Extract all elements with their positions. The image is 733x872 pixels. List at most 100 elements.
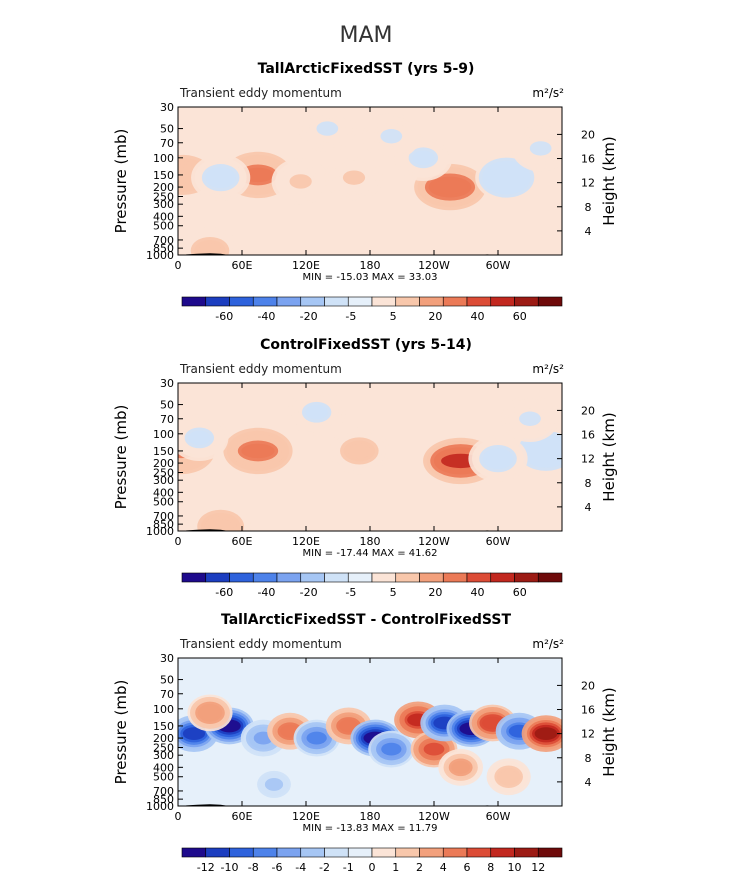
x-tick-label: 60W [486, 535, 511, 548]
plot-area [178, 658, 562, 806]
colorbar-label: -4 [295, 861, 306, 872]
height-tick-label: 4 [585, 501, 592, 514]
field-contour [338, 719, 359, 733]
colorbar-label: -6 [272, 861, 283, 872]
y-tick-label: 850 [153, 793, 174, 806]
plot-area [178, 383, 562, 531]
plot-area [178, 107, 562, 255]
colorbar-swatch [205, 572, 230, 583]
y-tick-label: 300 [153, 474, 174, 487]
colorbar-swatch [514, 847, 539, 858]
y-tick-label: 700 [153, 510, 174, 523]
height-tick-label: 16 [581, 429, 595, 442]
colorbar-swatch [181, 572, 207, 583]
colorbar-swatch [347, 847, 373, 858]
field-contour [200, 706, 220, 720]
height-tick-label: 20 [581, 128, 595, 141]
height-tick-label: 12 [581, 453, 595, 466]
y-tick-label: 70 [160, 413, 174, 426]
y-tick-label: 200 [153, 181, 174, 194]
x-tick-label: 60E [232, 810, 253, 823]
y-tick-label: 100 [153, 428, 174, 441]
field-contour [451, 760, 471, 774]
colorbar-swatch [514, 572, 539, 583]
colorbar-swatch [324, 847, 349, 858]
colorbar-label: 5 [390, 586, 397, 599]
y-tick-label: 850 [153, 518, 174, 531]
y-tick-label: 30 [160, 101, 174, 114]
y-tick-label: 1000 [146, 525, 174, 538]
field-contour [289, 174, 312, 189]
field-contour [534, 727, 558, 741]
y-axis-title-right: Height (km) [600, 687, 618, 776]
x-tick-label: 180 [360, 259, 381, 272]
height-tick-label: 8 [585, 752, 592, 765]
x-tick-label: 60W [486, 259, 511, 272]
colorbar-label: -40 [257, 586, 275, 599]
units-label: m²/s² [532, 86, 564, 100]
colorbar-label: 20 [428, 310, 442, 323]
height-tick-label: 20 [581, 404, 595, 417]
season-title: MAM [339, 23, 392, 48]
colorbar-swatch [395, 847, 420, 858]
field-contour [188, 430, 211, 446]
field-contour [306, 731, 327, 745]
colorbar-label: -5 [345, 586, 356, 599]
chart-panel-3: TallArcticFixedSST - ControlFixedSST Tran… [112, 612, 618, 872]
colorbar-swatch [466, 847, 492, 858]
panel-subtitle: Transient eddy momentum [179, 86, 342, 100]
colorbar-swatch [300, 847, 325, 858]
x-tick-label: 0 [175, 810, 182, 823]
colorbar-swatch [371, 572, 397, 583]
min-max-stats: MIN = -13.83 MAX = 11.79 [303, 823, 438, 834]
field-contour [432, 179, 468, 195]
field-contour [380, 129, 403, 144]
chart-panel-1: TallArcticFixedSST (yrs 5-9) Transient ed… [112, 61, 618, 323]
colorbar-label: -40 [257, 310, 275, 323]
colorbar-swatch [252, 847, 278, 858]
y-tick-label: 50 [160, 399, 174, 412]
y-tick-label: 700 [153, 785, 174, 798]
field-contour [412, 150, 435, 166]
colorbar-label: -60 [215, 310, 233, 323]
y-tick-label: 200 [153, 457, 174, 470]
height-tick-label: 16 [581, 704, 595, 717]
height-tick-label: 4 [585, 225, 592, 238]
colorbar-swatch [442, 847, 468, 858]
min-max-stats: MIN = -15.03 MAX = 33.03 [303, 272, 438, 283]
colorbar-swatch [252, 296, 278, 307]
colorbar-label: 0 [369, 861, 376, 872]
y-tick-label: 1000 [146, 800, 174, 813]
colorbar-swatch [466, 572, 492, 583]
colorbar-label: 6 [464, 861, 471, 872]
colorbar-swatch [419, 847, 444, 858]
y-tick-label: 100 [153, 703, 174, 716]
colorbar-swatch [229, 296, 254, 307]
y-tick-label: 50 [160, 674, 174, 687]
colorbar-swatch [466, 296, 492, 307]
field-contour [493, 170, 520, 185]
y-tick-label: 500 [153, 496, 174, 509]
x-tick-label: 120E [292, 259, 320, 272]
colorbar-swatch [490, 572, 515, 583]
field-contour [241, 443, 275, 459]
colorbar-swatch [537, 296, 563, 307]
y-tick-label: 400 [153, 761, 174, 774]
colorbar-swatch [371, 847, 397, 858]
colorbar-label: 40 [471, 586, 485, 599]
colorbar-label: -10 [221, 861, 239, 872]
colorbar-swatch [181, 847, 207, 858]
colorbar-swatch [276, 847, 302, 858]
x-tick-label: 120W [418, 259, 450, 272]
y-axis-title: Pressure (mb) [112, 680, 130, 785]
x-tick-label: 180 [360, 535, 381, 548]
field-contour [264, 778, 284, 791]
colorbar-swatch [347, 296, 373, 307]
field-contour [499, 770, 518, 784]
colorbar-swatch [324, 296, 349, 307]
y-tick-label: 500 [153, 220, 174, 233]
colorbar-label: 20 [428, 586, 442, 599]
colorbar-swatch [205, 296, 230, 307]
y-axis-title: Pressure (mb) [112, 129, 130, 234]
